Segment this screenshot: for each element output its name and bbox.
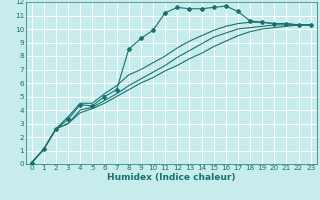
X-axis label: Humidex (Indice chaleur): Humidex (Indice chaleur) xyxy=(107,173,236,182)
